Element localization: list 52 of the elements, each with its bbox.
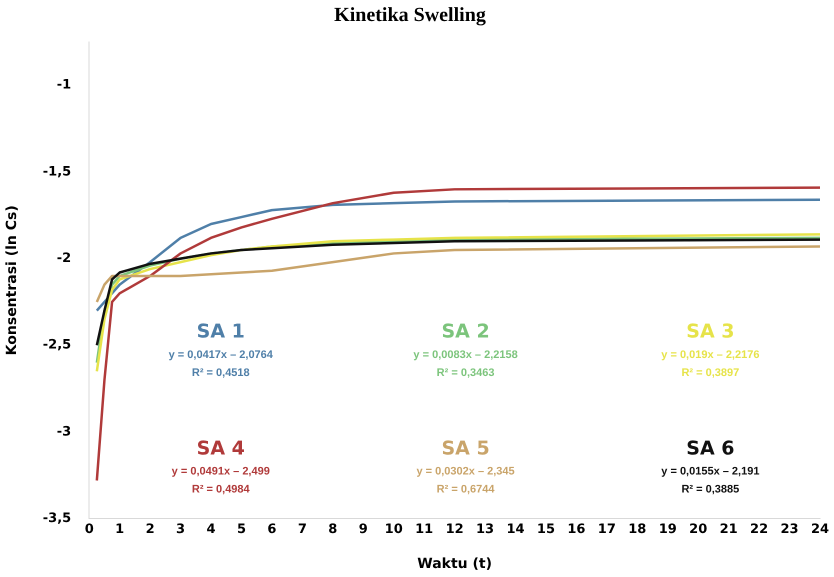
x-tick-label: 8 [328,522,338,537]
text: SA 2 [441,320,490,343]
annotation: R² = 0,3897 [681,366,740,379]
x-tick-label: 1 [115,522,124,537]
annotation: y = 0,0155x – 2,191 [661,466,760,478]
x-axis-title: Waktu (t) [417,556,492,572]
x-tick-label: 17 [598,522,616,537]
y-tick-label: -2,5 [42,338,72,353]
x-tick-label: 22 [750,522,768,537]
annotation: y = 0,0302x – 2,345 [416,466,515,478]
text: SA 3 [686,320,734,343]
x-tick-label: 4 [206,522,216,537]
text: SA 6 [686,437,734,460]
y-axis-title: Konsentrasi (ln Cs) [4,205,20,356]
x-tick-label: 23 [780,522,799,537]
annotation: y = 0,019x – 2,2176 [661,348,760,361]
annotation: R² = 0,4518 [192,366,250,379]
text: SA 4 [196,437,245,460]
x-tick-label: 6 [267,522,276,537]
x-tick-label: 12 [446,522,464,537]
x-tick-label: 0 [84,522,94,537]
annotation: y = 0,0491x – 2,499 [172,466,270,478]
x-tick-label: 16 [567,522,586,537]
x-tick-label: 7 [298,522,307,537]
chart-title: Kinetika Swelling [334,4,486,26]
x-tick-label: 2 [146,522,155,537]
annotation: R² = 0,6744 [436,484,496,496]
x-tick-label: 15 [536,522,556,537]
y-tick-label: -3,5 [42,510,72,526]
annotation: R² = 0,4984 [192,484,251,496]
text: SA 5 [441,437,490,460]
x-tick-label: 19 [658,522,677,537]
annotation: y = 0,0417x – 2,0764 [168,348,274,361]
x-tick-label: 21 [720,522,738,537]
x-tick-label: 11 [415,522,434,537]
x-tick-label: 10 [384,522,403,537]
x-tick-label: 13 [476,522,494,537]
annotation: R² = 0,3463 [436,366,494,379]
x-tick-label: 5 [236,522,246,537]
x-tick-label: 9 [358,522,368,537]
annotation: y = 0,0083x – 2,2158 [413,348,518,361]
x-tick-label: 3 [176,522,186,537]
x-tick-label: 14 [506,522,525,537]
y-tick-label: -1 [56,78,72,93]
x-tick-label: 18 [628,522,646,537]
x-tick-label: 24 [810,522,830,537]
text: SA 1 [196,320,245,343]
y-tick-label: -3 [56,424,72,440]
y-tick-label: -2 [56,251,72,266]
y-tick-label: -1,5 [42,164,72,180]
annotation: R² = 0,3885 [681,484,740,496]
x-tick-label: 20 [689,522,708,537]
